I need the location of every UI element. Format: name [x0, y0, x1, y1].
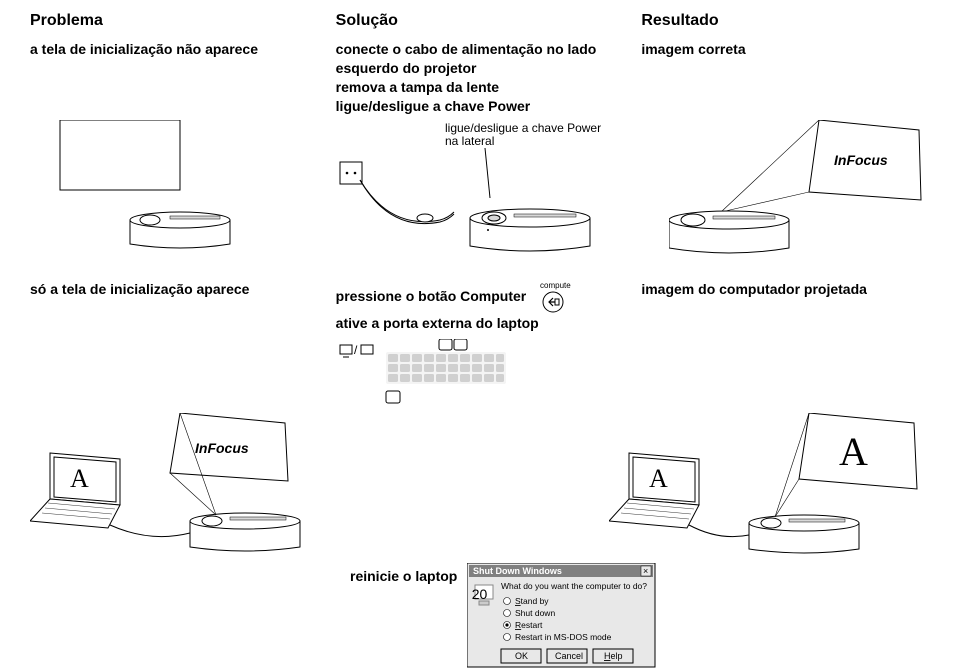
illus-laptop-a-screen: A A	[609, 413, 929, 563]
opt1-rest: tand by	[521, 596, 550, 606]
brand-2: InFocus	[195, 440, 249, 456]
dlg-prompt: What do you want the computer to do?	[501, 581, 647, 591]
svg-text:Help: Help	[604, 651, 623, 661]
svg-text:×: ×	[643, 566, 648, 576]
header-resultado: Resultado	[641, 12, 929, 30]
reinicie-label: reinicie o laptop	[350, 567, 457, 586]
keyboard-icon: /	[336, 339, 516, 409]
illus-blank-projector	[30, 120, 310, 250]
annot-l2: na lateral	[445, 134, 494, 148]
computer-btn-label: computer	[540, 281, 571, 290]
row1-resultado: imagem correta	[641, 40, 929, 59]
row2-resultado: imagem do computador projetada	[641, 280, 929, 299]
row1-sol-l2: esquerdo do projetor	[336, 59, 624, 78]
illus-infocus-screen: InFocus	[669, 120, 929, 260]
svg-text:/: /	[354, 343, 358, 357]
header-problema: Problema	[30, 12, 318, 30]
brand-1: InFocus	[834, 152, 888, 168]
annot-l1: ligue/desligue a chave Power	[445, 121, 601, 135]
svg-text:Restart: Restart	[515, 620, 543, 630]
shutdown-dialog-icon: Shut Down Windows × What do you want the…	[467, 563, 657, 669]
row1-sol-l4: ligue/desligue a chave Power	[336, 97, 624, 116]
row1-problema: a tela de inicialização não aparece	[30, 40, 318, 59]
row2-sol-l1: pressione o botão Computer	[336, 288, 527, 304]
opt2: Shut down	[515, 608, 555, 618]
btn-ok: OK	[515, 651, 528, 661]
svg-text:A: A	[70, 464, 89, 493]
svg-text:A: A	[839, 429, 868, 474]
btn-cancel: Cancel	[555, 651, 583, 661]
row1-sol-l1: conecte o cabo de alimentação no lado	[336, 40, 624, 59]
row1-sol-l3: remova a tampa da lente	[336, 78, 624, 97]
header-solucao: Solução	[336, 12, 624, 30]
btn-help-rest: elp	[611, 651, 623, 661]
computer-button-icon: computer	[537, 280, 571, 314]
svg-text:A: A	[649, 464, 668, 493]
svg-text:Stand by: Stand by	[515, 596, 549, 606]
opt3-rest: estart	[522, 620, 544, 630]
opt4: Restart in MS-DOS mode	[515, 632, 612, 642]
page-number: 20	[472, 586, 488, 602]
row2-sol-l2: ative a porta externa do laptop	[336, 314, 624, 333]
dlg-title: Shut Down Windows	[473, 566, 562, 576]
row2-problema: só a tela de inicialização aparece	[30, 280, 318, 299]
illus-outlet-projector: ligue/desligue a chave Power na lateral	[330, 120, 650, 260]
illus-laptop-infocus: InFocus A	[30, 413, 330, 563]
